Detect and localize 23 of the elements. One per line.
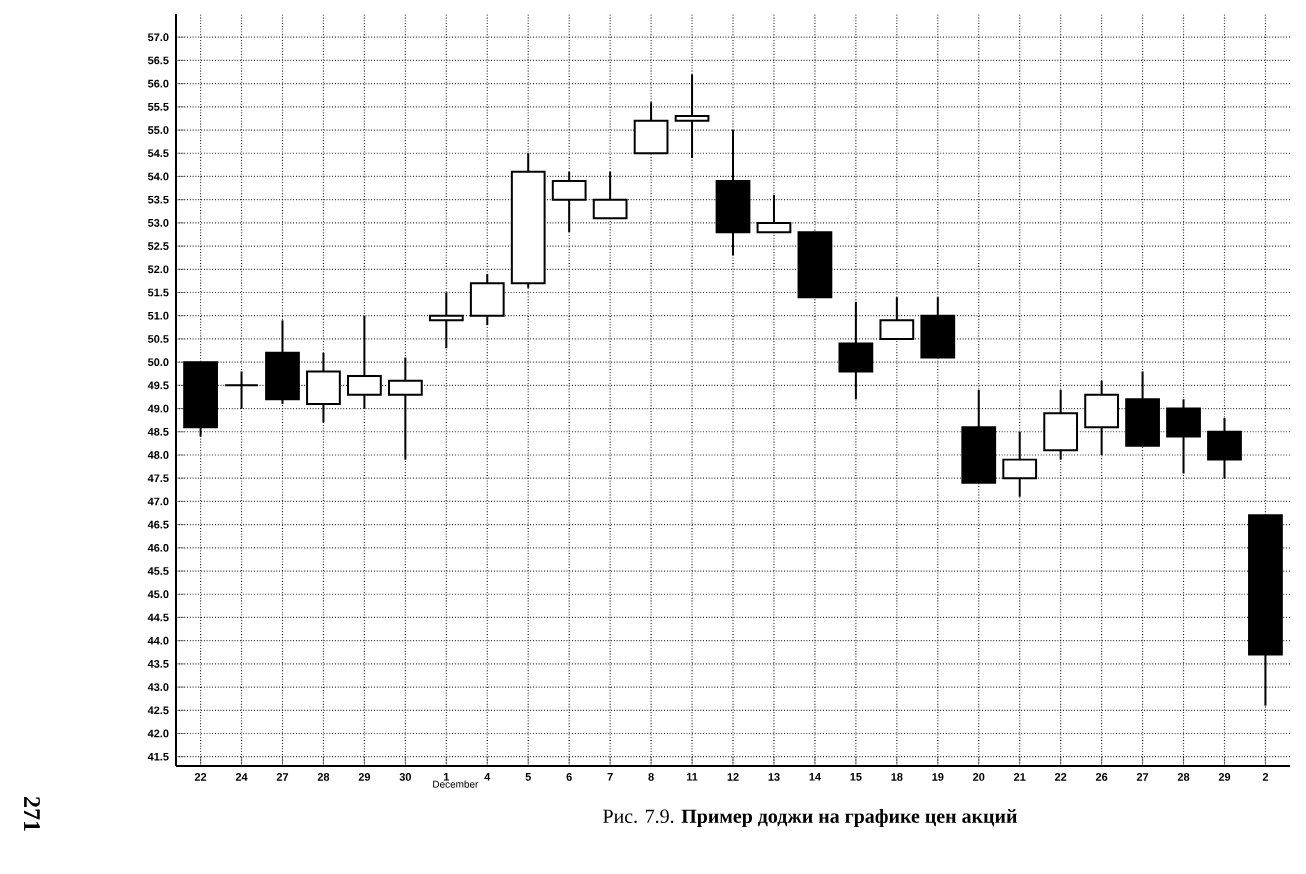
candlestick xyxy=(224,370,259,410)
candlestick xyxy=(1002,430,1038,498)
candlestick xyxy=(756,194,792,234)
candlestick xyxy=(347,314,382,410)
candlestick xyxy=(1207,416,1242,480)
candlestick xyxy=(879,296,915,340)
candlestick xyxy=(920,296,956,359)
candlestick xyxy=(265,319,300,405)
candlestick xyxy=(674,73,710,159)
candlestick xyxy=(838,300,874,401)
candlestick xyxy=(387,356,423,461)
candlestick xyxy=(633,101,669,155)
text: Рис. 7.9. Пример доджи на графике цен акций xyxy=(603,808,1017,828)
candlestick xyxy=(1125,370,1160,447)
candlestick xyxy=(428,291,464,350)
candlestick xyxy=(551,170,587,234)
candlestick xyxy=(469,272,505,327)
candlestick xyxy=(306,351,341,424)
text: 271 xyxy=(24,797,40,831)
candlestick xyxy=(1043,388,1079,461)
candlestick xyxy=(1084,379,1119,456)
candlestick xyxy=(1166,398,1201,475)
candlestick xyxy=(592,170,628,220)
